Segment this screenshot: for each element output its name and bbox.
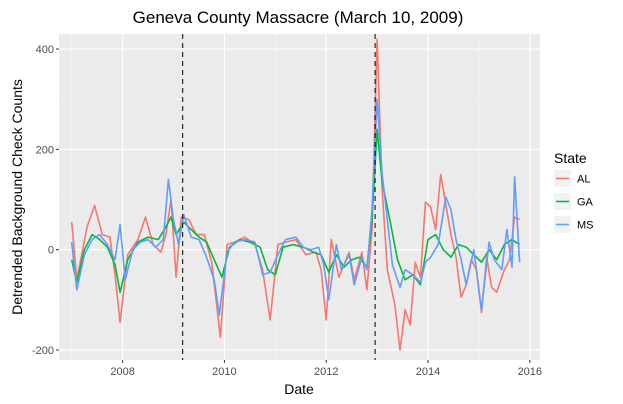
y-tick-label: 0 [48, 245, 54, 257]
legend-title: State [554, 150, 587, 166]
x-tick-label: 2014 [416, 366, 440, 378]
vline-layer [182, 34, 376, 360]
legend-item-ga: GA [554, 193, 594, 210]
chart-title: Geneva County Massacre (March 10, 2009) [133, 8, 464, 27]
y-tick-label: 400 [36, 44, 54, 56]
series-line-ms [70, 98, 521, 316]
legend: State AL GA MS [554, 150, 594, 233]
series-layer [70, 38, 521, 351]
legend-item-ms: MS [554, 216, 594, 233]
y-axis: -200 0 200 400 [32, 44, 59, 357]
legend-keys: AL GA MS [554, 170, 594, 233]
legend-label: MS [577, 220, 594, 232]
legend-item-al: AL [554, 170, 590, 187]
y-tick-label: -200 [32, 345, 54, 357]
y-axis-title: Detrended Background Check Counts [9, 79, 25, 315]
grid-minor [59, 34, 540, 360]
grid-major [59, 34, 540, 360]
series-line-al [70, 38, 520, 351]
plot-panel [59, 34, 540, 360]
x-tick-label: 2008 [110, 366, 134, 378]
x-tick-label: 2016 [518, 366, 542, 378]
legend-label: AL [577, 174, 590, 186]
x-tick-label: 2010 [212, 366, 236, 378]
x-axis: 2008 2010 2012 2014 2016 [110, 360, 542, 378]
x-axis-title: Date [284, 381, 314, 397]
x-tick-label: 2012 [314, 366, 338, 378]
legend-label: GA [577, 197, 594, 209]
y-tick-label: 200 [36, 144, 54, 156]
